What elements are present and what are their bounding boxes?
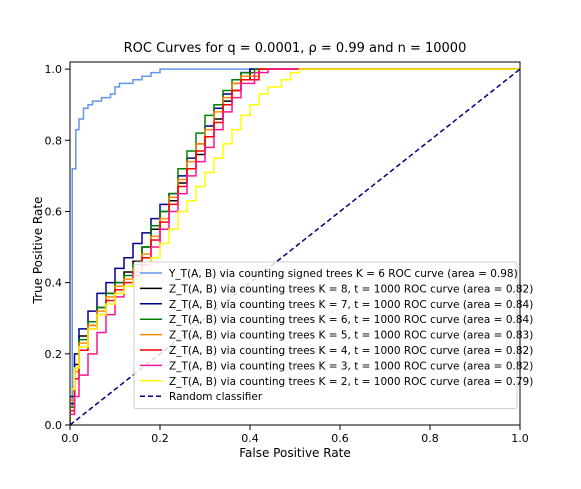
x-tick-label: 0.8 [421, 432, 439, 445]
series-line-7 [70, 68, 520, 425]
y-tick-label: 0.6 [45, 205, 63, 218]
legend-label-6: Z_T(A, B) via counting trees K = 3, t = … [169, 360, 533, 372]
plot-area: 0.0 0.2 0.4 0.6 0.8 1.0 0.0 0.2 0.4 0.6 0.8 1.0 [45, 61, 529, 445]
x-tick-label: 0.2 [151, 432, 169, 445]
series-line-0 [70, 68, 520, 425]
y-tick-label: 0.4 [45, 277, 63, 290]
series-line-6 [70, 68, 520, 425]
legend-label-5: Z_T(A, B) via counting trees K = 4, t = … [169, 345, 533, 357]
y-tick-label: 0.0 [45, 419, 63, 432]
legend-label-4: Z_T(A, B) via counting trees K = 5, t = … [169, 330, 533, 342]
y-axis-label: True Positive Rate [31, 197, 45, 305]
x-axis-label: False Positive Rate [239, 446, 351, 460]
y-tick-label: 0.8 [45, 134, 63, 147]
legend-label-8: Random classifier [169, 391, 263, 403]
x-tick-label: 0.0 [61, 432, 79, 445]
legend-label-2: Z_T(A, B) via counting trees K = 7, t = … [169, 299, 533, 311]
x-tick-label: 0.4 [241, 432, 259, 445]
legend-label-0: Y_T(A, B) via counting signed trees K = … [168, 268, 518, 280]
x-tick-label: 0.6 [331, 432, 349, 445]
y-tick-label: 0.2 [45, 348, 63, 361]
legend-label-1: Z_T(A, B) via counting trees K = 8, t = … [169, 283, 533, 295]
x-tick-label: 1.0 [511, 432, 529, 445]
y-tick-label: 1.0 [45, 63, 63, 76]
legend-box [133, 261, 518, 410]
legend-label-3: Z_T(A, B) via counting trees K = 6, t = … [169, 314, 533, 326]
legend: Y_T(A, B) via counting signed trees K = … [133, 261, 533, 410]
plot-frame [69, 61, 521, 426]
legend-label-7: Z_T(A, B) via counting trees K = 2, t = … [169, 376, 533, 388]
chart-title: ROC Curves for q = 0.0001, ρ = 0.99 and … [124, 41, 467, 56]
